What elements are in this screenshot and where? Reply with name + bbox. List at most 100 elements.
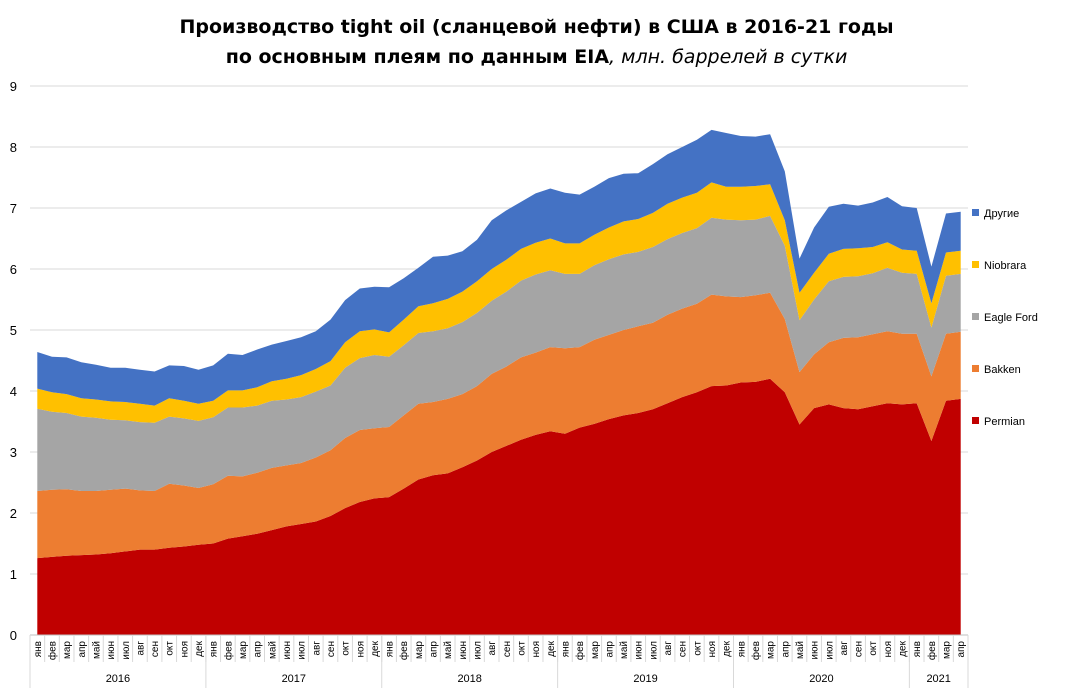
x-month-label: май — [619, 641, 630, 659]
x-month-label: июл — [297, 641, 308, 660]
x-month-label: авг — [311, 641, 322, 656]
x-month-label: май — [795, 641, 806, 659]
legend-label-Permian: Permian — [984, 416, 1025, 428]
area-Другие — [37, 129, 961, 406]
legend-label-Другие: Другие — [984, 208, 1019, 220]
x-month-label: июн — [282, 641, 293, 660]
x-month-label: дек — [722, 640, 733, 656]
x-month-label: фев — [398, 641, 410, 660]
x-month-label: ноя — [883, 641, 894, 658]
x-month-label: окт — [516, 641, 527, 656]
x-month-label: мар — [414, 641, 425, 659]
x-month-label: янв — [33, 641, 44, 657]
x-month-label: сен — [678, 641, 689, 657]
x-month-label: ноя — [531, 641, 542, 658]
x-month-label: мар — [238, 641, 249, 659]
x-month-label: дек — [898, 640, 909, 656]
x-year-label: 2018 — [457, 673, 481, 685]
x-month-label: ноя — [179, 641, 190, 658]
chart-title: Производство tight oil (сланцевой нефти)… — [0, 12, 1073, 72]
x-month-label: авг — [663, 641, 674, 656]
legend-label-Bakken: Bakken — [984, 364, 1021, 376]
x-month-label: авг — [839, 641, 850, 656]
x-month-label: янв — [209, 641, 220, 657]
x-month-label: июл — [648, 641, 659, 660]
x-month-label: фев — [926, 641, 938, 660]
x-month-label: сен — [502, 641, 513, 657]
x-month-label: июл — [473, 641, 484, 660]
x-month-label: апр — [429, 641, 440, 658]
x-year-label: 2017 — [282, 673, 306, 685]
y-tick-label: 6 — [10, 262, 17, 277]
y-tick-label: 9 — [10, 79, 17, 94]
x-month-label: окт — [692, 641, 703, 656]
chart-title-line-1: Производство tight oil (сланцевой нефти)… — [179, 16, 894, 38]
legend-label-Niobrara: Niobrara — [984, 260, 1027, 272]
chart-title-line-2-bold: по основным плеям по данным EIA — [225, 46, 610, 68]
x-month-label: апр — [253, 641, 264, 658]
y-tick-label: 8 — [10, 140, 17, 155]
x-month-label: июн — [810, 641, 821, 660]
chart-title-line-2: по основным плеям по данным EIA, млн. ба… — [0, 42, 1073, 72]
x-month-label: фев — [574, 641, 586, 660]
x-year-label: 2016 — [106, 673, 130, 685]
x-month-label: фев — [46, 641, 58, 660]
legend-swatch-Niobrara — [972, 261, 979, 268]
x-month-label: мар — [942, 641, 953, 659]
x-month-label: янв — [736, 641, 747, 657]
x-month-label: сен — [854, 641, 865, 657]
legend-swatch-Bakken — [972, 365, 979, 372]
x-month-label: янв — [560, 641, 571, 657]
x-month-label: май — [267, 641, 278, 659]
x-month-label: окт — [868, 641, 879, 656]
x-month-label: ноя — [355, 641, 366, 658]
x-month-label: июн — [634, 641, 645, 660]
legend-swatch-Другие — [972, 209, 979, 216]
y-tick-label: 4 — [10, 384, 17, 399]
area-Permian — [37, 378, 961, 635]
y-tick-label: 7 — [10, 201, 17, 216]
x-month-label: апр — [77, 641, 88, 658]
x-month-label: мар — [62, 641, 73, 659]
y-tick-label: 5 — [10, 323, 17, 338]
x-month-label: дек — [194, 640, 205, 656]
x-month-label: дек — [370, 640, 381, 656]
legend-label-Eagle Ford: Eagle Ford — [984, 312, 1038, 324]
x-month-label: июн — [458, 641, 469, 660]
x-year-label: 2021 — [926, 673, 950, 685]
x-month-label: дек — [546, 640, 557, 656]
x-month-label: мар — [766, 641, 777, 659]
x-month-label: май — [443, 641, 454, 659]
x-month-label: авг — [487, 641, 498, 656]
y-tick-label: 3 — [10, 445, 17, 460]
x-month-label: янв — [912, 641, 923, 657]
area-Bakken — [37, 292, 961, 559]
x-month-label: янв — [385, 641, 396, 657]
x-month-label: ноя — [707, 641, 718, 658]
x-month-label: апр — [604, 641, 615, 658]
x-month-label: июл — [824, 641, 835, 660]
x-month-label: окт — [341, 641, 352, 656]
y-tick-label: 0 — [10, 628, 17, 643]
x-month-label: фев — [222, 641, 234, 660]
x-month-label: апр — [780, 641, 791, 658]
legend-swatch-Eagle Ford — [972, 313, 979, 320]
x-year-label: 2019 — [633, 673, 657, 685]
x-year-label: 2020 — [809, 673, 833, 685]
legend-swatch-Permian — [972, 417, 979, 424]
y-tick-label: 2 — [10, 506, 17, 521]
x-month-label: сен — [326, 641, 337, 657]
x-month-label: апр — [956, 641, 967, 658]
x-month-label: июн — [106, 641, 117, 660]
x-month-label: авг — [135, 641, 146, 656]
x-month-label: май — [91, 641, 102, 659]
area-Eagle Ford — [37, 215, 961, 491]
x-month-label: мар — [590, 641, 601, 659]
chart-title-line-2-italic: , млн. баррелей в сутки — [609, 46, 848, 68]
x-month-label: июл — [121, 641, 132, 660]
x-month-label: сен — [150, 641, 161, 657]
x-month-label: окт — [165, 641, 176, 656]
x-month-label: фев — [750, 641, 762, 660]
y-tick-label: 1 — [10, 567, 17, 582]
